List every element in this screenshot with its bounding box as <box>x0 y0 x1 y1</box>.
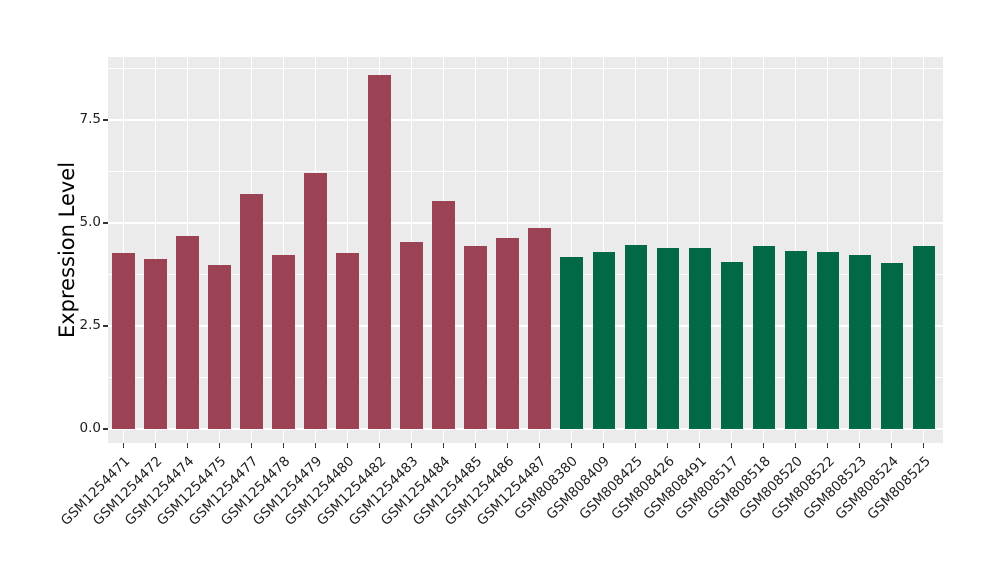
bar-GSM1254475 <box>208 264 231 429</box>
bar-GSM1254471 <box>112 252 135 429</box>
plot-panel <box>108 57 943 443</box>
bar-GSM808426 <box>656 248 679 429</box>
bar-GSM808518 <box>752 246 775 429</box>
grid-line-minor <box>108 274 943 275</box>
x-tick-mark <box>731 443 733 448</box>
x-tick-mark <box>346 443 349 448</box>
x-tick-mark <box>891 443 893 448</box>
x-tick-mark <box>507 443 509 448</box>
bar-GSM1254485 <box>464 246 487 429</box>
grid-line-vertical <box>891 57 893 443</box>
grid-line-vertical <box>346 57 349 443</box>
x-tick-mark <box>795 443 797 448</box>
x-tick-mark <box>923 443 925 448</box>
x-tick-mark <box>218 443 221 448</box>
x-tick-mark <box>699 443 701 448</box>
y-tick-label: 5.0 <box>79 214 101 231</box>
bar-GSM808525 <box>912 246 936 429</box>
x-tick-mark <box>154 443 156 448</box>
x-tick-mark <box>410 443 413 448</box>
grid-line-major <box>108 222 943 224</box>
bar-GSM808409 <box>592 251 615 429</box>
y-tick-label: 2.5 <box>79 317 101 334</box>
grid-line-vertical <box>731 57 733 443</box>
bar-GSM808491 <box>688 247 711 429</box>
y-tick-label: 0.0 <box>79 420 101 437</box>
grid-line-vertical <box>122 57 124 443</box>
bar-GSM808520 <box>784 250 807 429</box>
bar-GSM1254484 <box>432 200 455 429</box>
x-tick-mark <box>443 443 445 448</box>
grid-line-minor <box>108 68 943 69</box>
y-tick-mark <box>103 325 108 327</box>
bar-GSM1254483 <box>400 241 423 429</box>
bar-GSM808380 <box>560 257 583 429</box>
grid-line-minor <box>108 377 943 378</box>
y-tick-label: 7.5 <box>79 111 101 128</box>
grid-line-vertical <box>795 57 797 443</box>
x-tick-mark <box>635 443 637 448</box>
bar-GSM808425 <box>624 244 647 429</box>
bar-GSM808517 <box>720 262 743 429</box>
grid-line-vertical <box>282 57 285 443</box>
grid-line-major <box>108 119 943 121</box>
x-tick-mark <box>250 443 253 448</box>
bar-GSM1254477 <box>240 193 263 429</box>
bar-GSM1254487 <box>528 227 551 429</box>
grid-line-vertical <box>218 57 221 443</box>
x-tick-mark <box>282 443 285 448</box>
grid-line-vertical <box>154 57 156 443</box>
grid-line-vertical <box>827 57 829 443</box>
bar-GSM1254472 <box>144 258 167 429</box>
y-tick-mark <box>103 222 108 224</box>
grid-line-major <box>108 325 943 327</box>
bar-GSM808524 <box>880 262 904 429</box>
x-tick-mark <box>603 443 605 448</box>
x-tick-mark <box>475 443 477 448</box>
bar-GSM808522 <box>816 251 840 429</box>
x-tick-mark <box>314 443 317 448</box>
x-tick-mark <box>378 443 381 448</box>
bar-GSM808523 <box>848 254 872 429</box>
x-tick-mark <box>571 443 573 448</box>
y-tick-mark <box>103 428 108 430</box>
bar-GSM1254474 <box>176 235 199 429</box>
bar-GSM1254482 <box>368 74 391 429</box>
bar-GSM1254480 <box>336 253 359 429</box>
x-tick-mark <box>763 443 765 448</box>
grid-line-vertical <box>859 57 861 443</box>
bar-GSM1254486 <box>496 237 519 429</box>
bar-GSM1254478 <box>272 254 295 429</box>
x-tick-mark <box>667 443 669 448</box>
grid-line-major <box>108 428 943 430</box>
grid-line-minor <box>108 171 943 172</box>
x-tick-mark <box>827 443 829 448</box>
bar-GSM1254479 <box>304 173 327 429</box>
x-tick-mark <box>122 443 124 448</box>
x-tick-mark <box>539 443 541 448</box>
x-tick-mark <box>859 443 861 448</box>
x-tick-mark <box>186 443 189 448</box>
grid-line-vertical <box>571 57 573 443</box>
y-tick-mark <box>103 119 108 121</box>
grid-line-vertical <box>603 57 605 443</box>
y-axis-title: Expression Level <box>55 161 79 339</box>
